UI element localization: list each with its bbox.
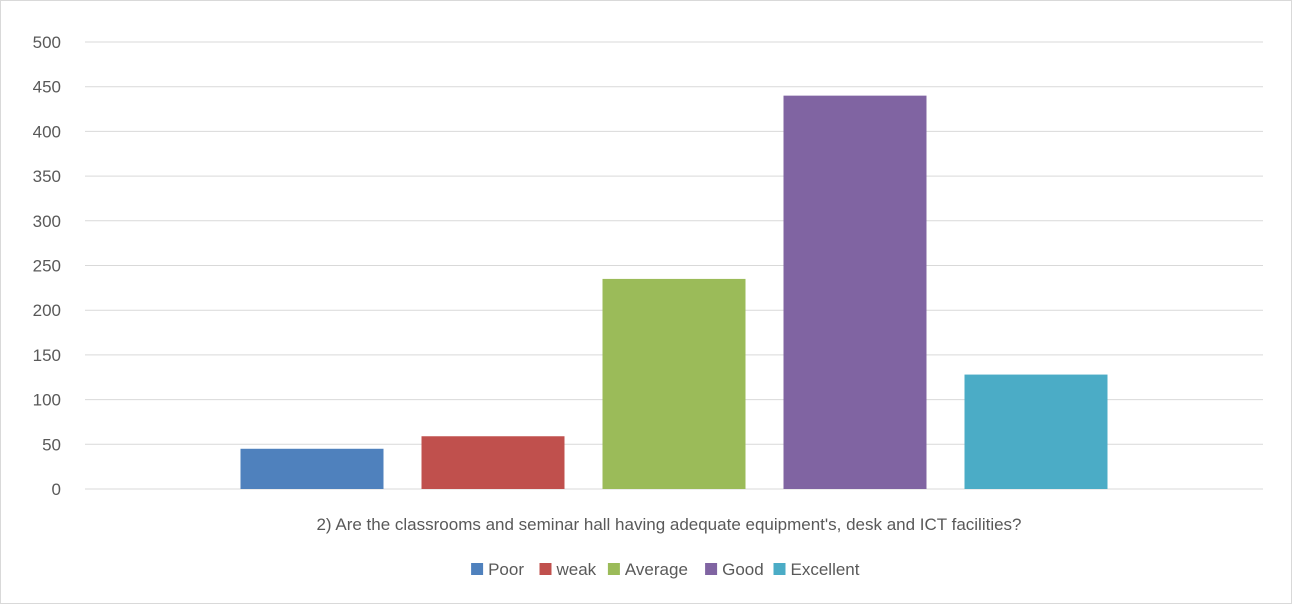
legend-swatch-poor (471, 563, 484, 575)
legend: Poor weak Average Good Excellent (471, 560, 860, 579)
legend-swatch-excellent (773, 563, 786, 575)
bar-weak (421, 436, 565, 489)
y-tick-label: 450 (33, 78, 61, 97)
bar-excellent (964, 374, 1108, 489)
bar-good (783, 95, 927, 489)
y-tick-label: 250 (33, 257, 61, 276)
bars (240, 95, 1108, 489)
y-tick-label: 50 (42, 435, 61, 454)
legend-label-weak: weak (556, 560, 597, 579)
category-label: 2) Are the classrooms and seminar hall h… (316, 515, 1021, 534)
legend-swatch-weak (539, 563, 552, 575)
y-axis-tick-labels: 0 50 100 150 200 250 300 350 400 450 500 (33, 33, 61, 499)
bar-average (602, 278, 746, 489)
y-tick-label: 100 (33, 391, 61, 410)
y-tick-label: 500 (33, 33, 61, 52)
y-tick-label: 400 (33, 122, 61, 141)
y-tick-label: 200 (33, 301, 61, 320)
legend-label-average: Average (625, 560, 688, 579)
legend-label-good: Good (722, 560, 764, 579)
bar-poor (240, 448, 384, 489)
legend-swatch-good (705, 563, 718, 575)
y-tick-label: 150 (33, 346, 61, 365)
legend-label-poor: Poor (488, 560, 524, 579)
legend-swatch-average (607, 563, 620, 575)
y-tick-label: 0 (52, 480, 61, 499)
y-tick-label: 350 (33, 167, 61, 186)
legend-label-excellent: Excellent (791, 560, 860, 579)
y-tick-label: 300 (33, 212, 61, 231)
